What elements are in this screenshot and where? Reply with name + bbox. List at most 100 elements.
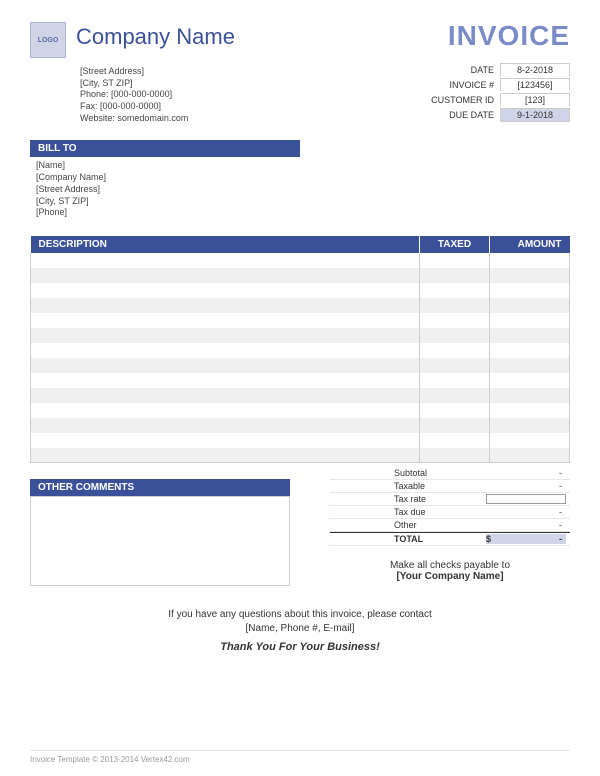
header: LOGO Company Name INVOICE <box>30 20 570 58</box>
table-row <box>31 373 570 388</box>
billto-block: BILL TO [Name] [Company Name] [Street Ad… <box>30 140 300 221</box>
desc-cell <box>31 433 420 448</box>
table-row <box>31 343 570 358</box>
amount-cell <box>490 343 570 358</box>
amount-cell <box>490 298 570 313</box>
taxed-cell <box>420 343 490 358</box>
desc-cell <box>31 403 420 418</box>
table-row <box>31 328 570 343</box>
desc-cell <box>31 328 420 343</box>
footer: Invoice Template © 2013-2014 Vertex42.co… <box>30 750 570 764</box>
meta-invoice-value: [123456] <box>500 78 570 91</box>
desc-cell <box>31 418 420 433</box>
total-currency: $ <box>486 534 491 544</box>
taxed-cell <box>420 313 490 328</box>
table-row <box>31 313 570 328</box>
payable-block: Make all checks payable to [Your Company… <box>330 560 570 582</box>
taxrate-value[interactable] <box>486 494 566 504</box>
meta-due-label: DUE DATE <box>410 110 500 120</box>
taxable-label: Taxable <box>334 481 486 491</box>
amount-cell <box>490 448 570 463</box>
desc-cell <box>31 268 420 283</box>
table-row <box>31 298 570 313</box>
comments-header: OTHER COMMENTS <box>30 479 290 496</box>
contact-block: If you have any questions about this inv… <box>30 608 570 655</box>
company-name: Company Name <box>76 24 235 50</box>
billto-company: [Company Name] <box>36 172 294 184</box>
amount-cell <box>490 313 570 328</box>
table-row <box>31 448 570 463</box>
table-row <box>31 403 570 418</box>
meta-date-label: DATE <box>410 65 500 75</box>
desc-cell <box>31 298 420 313</box>
table-row <box>31 253 570 268</box>
total-amount: - <box>559 534 562 544</box>
thanks-line: Thank You For Your Business! <box>30 640 570 655</box>
amount-cell <box>490 433 570 448</box>
taxed-cell <box>420 388 490 403</box>
desc-cell <box>31 343 420 358</box>
desc-cell <box>31 313 420 328</box>
table-row <box>31 418 570 433</box>
billto-name: [Name] <box>36 160 294 172</box>
table-row <box>31 268 570 283</box>
taxed-cell <box>420 283 490 298</box>
taxed-cell <box>420 268 490 283</box>
contact-line2: [Name, Phone #, E-mail] <box>30 622 570 636</box>
desc-cell <box>31 358 420 373</box>
desc-cell <box>31 283 420 298</box>
billto-phone: [Phone] <box>36 207 294 219</box>
meta-invoice-label: INVOICE # <box>410 80 500 90</box>
invoice-meta: DATE 8-2-2018 INVOICE # [123456] CUSTOME… <box>410 62 570 122</box>
taxdue-label: Tax due <box>334 507 486 517</box>
billto-header: BILL TO <box>30 140 300 157</box>
taxed-cell <box>420 418 490 433</box>
billto-city: [City, ST ZIP] <box>36 196 294 208</box>
payable-line2: [Your Company Name] <box>330 571 570 582</box>
amount-cell <box>490 403 570 418</box>
meta-customer-label: CUSTOMER ID <box>410 95 500 105</box>
amount-cell <box>490 373 570 388</box>
taxdue-value: - <box>486 507 566 517</box>
taxable-value: - <box>486 481 566 491</box>
taxed-cell <box>420 433 490 448</box>
comments-block: OTHER COMMENTS <box>30 479 290 586</box>
table-row <box>31 283 570 298</box>
table-row <box>31 388 570 403</box>
total-label: TOTAL <box>334 534 486 544</box>
taxed-cell <box>420 358 490 373</box>
taxed-cell <box>420 298 490 313</box>
items-table: DESCRIPTION TAXED AMOUNT <box>30 236 570 464</box>
other-label: Other <box>334 520 486 530</box>
taxed-cell <box>420 328 490 343</box>
amount-cell <box>490 328 570 343</box>
meta-customer-value: [123] <box>500 93 570 106</box>
total-value: $ - <box>486 534 566 544</box>
taxed-cell <box>420 253 490 268</box>
billto-street: [Street Address] <box>36 184 294 196</box>
invoice-title: INVOICE <box>448 20 570 58</box>
amount-cell <box>490 388 570 403</box>
col-amount: AMOUNT <box>490 236 570 253</box>
col-description: DESCRIPTION <box>31 236 420 253</box>
comments-body <box>30 496 290 586</box>
taxed-cell <box>420 403 490 418</box>
other-value: - <box>486 520 566 530</box>
table-row <box>31 358 570 373</box>
logo-icon: LOGO <box>30 22 66 58</box>
subtotal-label: Subtotal <box>334 468 486 478</box>
taxed-cell <box>420 373 490 388</box>
col-taxed: TAXED <box>420 236 490 253</box>
taxrate-label: Tax rate <box>334 494 486 504</box>
desc-cell <box>31 448 420 463</box>
subtotal-value: - <box>486 468 566 478</box>
desc-cell <box>31 253 420 268</box>
amount-cell <box>490 268 570 283</box>
desc-cell <box>31 373 420 388</box>
amount-cell <box>490 418 570 433</box>
contact-line1: If you have any questions about this inv… <box>30 608 570 622</box>
meta-date-value: 8-2-2018 <box>500 63 570 76</box>
table-row <box>31 433 570 448</box>
amount-cell <box>490 283 570 298</box>
taxed-cell <box>420 448 490 463</box>
